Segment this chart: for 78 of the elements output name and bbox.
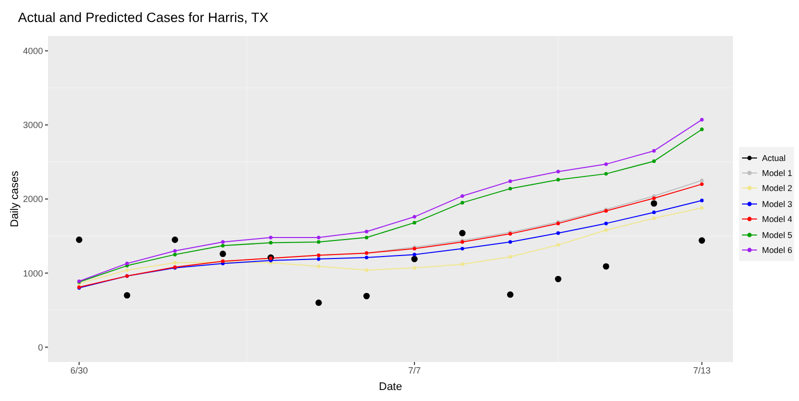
legend-label: Model 1: [762, 168, 792, 178]
point: [650, 200, 658, 207]
point: [412, 266, 416, 270]
point: [507, 291, 514, 298]
point: [412, 252, 416, 256]
x-tick-label: 6/30: [70, 365, 88, 376]
point: [364, 268, 368, 272]
point: [604, 222, 608, 226]
point: [556, 231, 560, 235]
point: [602, 263, 610, 270]
legend-label: Model 6: [762, 245, 792, 256]
point: [700, 118, 704, 122]
point: [173, 260, 177, 265]
point: [556, 170, 560, 174]
point: [700, 206, 704, 210]
y-axis-title: Daily cases: [8, 170, 21, 228]
point: [124, 292, 130, 299]
point: [460, 194, 464, 198]
point: [268, 240, 273, 245]
y-tick-label: 1000: [22, 268, 43, 278]
point: [459, 230, 466, 236]
x-tick-label: 7/7: [408, 365, 421, 376]
point: [172, 236, 178, 243]
point: [652, 216, 656, 220]
point: [604, 228, 608, 232]
point: [652, 196, 656, 200]
point: [652, 159, 656, 164]
point: [316, 236, 320, 240]
point: [508, 254, 512, 259]
point: [412, 214, 416, 219]
y-tick-label: 2000: [22, 194, 43, 204]
legend-label: Model 3: [762, 198, 792, 209]
point: [411, 256, 418, 262]
legend-label: Model 4: [762, 214, 792, 224]
x-tick-label: 7/13: [693, 365, 711, 376]
point: [364, 230, 368, 234]
point: [652, 210, 656, 214]
point: [221, 240, 225, 244]
y-tick-label: 3000: [22, 120, 43, 130]
legend-label: Actual: [762, 152, 786, 163]
point: [412, 220, 416, 225]
point: [460, 246, 464, 250]
y-tick-label: 4000: [22, 46, 43, 56]
point: [698, 237, 706, 244]
chart-title: Actual and Predicted Cases for Harris, TX: [18, 10, 268, 25]
point: [364, 236, 368, 240]
point: [173, 252, 177, 256]
point: [220, 250, 226, 258]
x-axis-title: Date: [378, 381, 402, 393]
point: [556, 178, 560, 182]
point: [315, 300, 322, 306]
point: [554, 276, 562, 282]
point: [508, 186, 512, 190]
point: [700, 198, 704, 202]
point: [508, 240, 512, 244]
point: [125, 268, 129, 272]
y-tick-label: 0: [38, 342, 43, 352]
point: [316, 257, 320, 261]
legend-label: Model 5: [762, 230, 792, 240]
point: [556, 243, 560, 247]
point: [173, 249, 177, 253]
point: [316, 240, 320, 244]
point: [460, 200, 464, 205]
point: [460, 262, 464, 266]
point: [221, 244, 225, 248]
point: [604, 172, 608, 176]
point: [316, 264, 320, 268]
legend-label: Model 2: [762, 183, 792, 194]
point: [700, 182, 704, 186]
point: [700, 178, 704, 182]
point: [76, 236, 82, 243]
point: [363, 292, 370, 300]
point: [604, 162, 608, 166]
point: [268, 236, 273, 240]
point: [364, 256, 368, 260]
point: [700, 128, 704, 132]
point: [652, 149, 656, 153]
point: [508, 179, 512, 184]
